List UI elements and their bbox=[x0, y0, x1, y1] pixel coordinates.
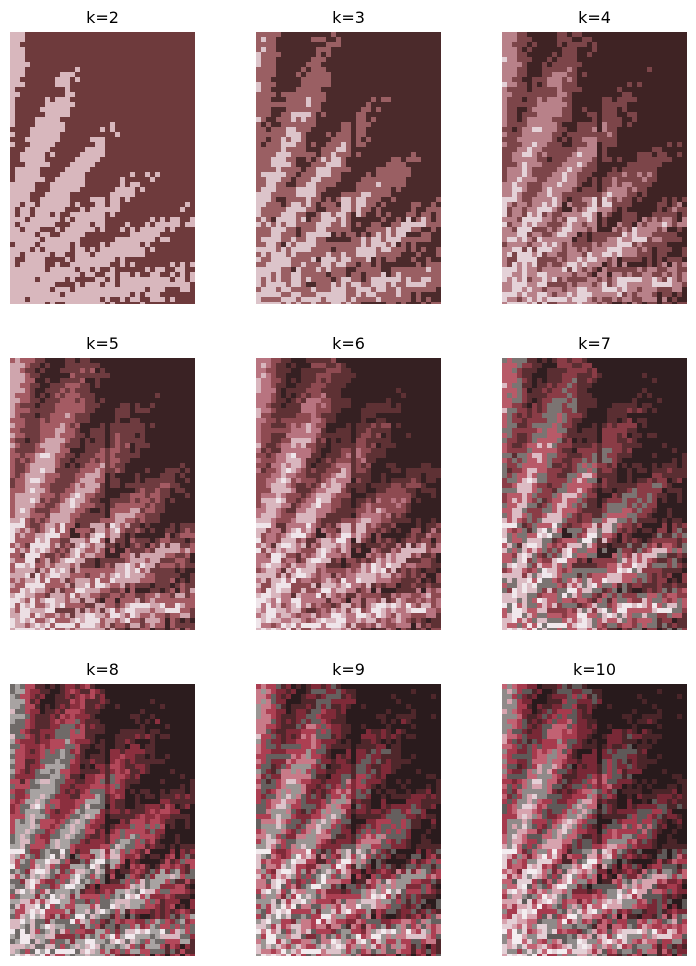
image-pixels bbox=[256, 684, 441, 956]
panel-title: k=5 bbox=[86, 334, 119, 353]
panel-title: k=6 bbox=[332, 334, 365, 353]
panel-title: k=7 bbox=[578, 334, 611, 353]
image-pixels bbox=[10, 32, 195, 304]
quantized-image bbox=[256, 358, 441, 630]
panel-title: k=2 bbox=[86, 8, 119, 27]
quantized-image bbox=[10, 684, 195, 956]
image-pixels bbox=[10, 358, 195, 630]
quantized-image bbox=[256, 32, 441, 304]
image-pixels bbox=[256, 358, 441, 630]
panel-title: k=9 bbox=[332, 660, 365, 679]
image-pixels bbox=[502, 32, 687, 304]
panel-title: k=10 bbox=[572, 660, 617, 679]
quantized-image bbox=[502, 32, 687, 304]
image-pixels bbox=[10, 684, 195, 956]
quantized-image bbox=[10, 358, 195, 630]
panel-title: k=4 bbox=[578, 8, 611, 27]
image-pixels bbox=[502, 684, 687, 956]
image-pixels bbox=[256, 32, 441, 304]
panel-title: k=8 bbox=[86, 660, 119, 679]
panel-title: k=3 bbox=[332, 8, 365, 27]
quantized-image bbox=[256, 684, 441, 956]
image-pixels bbox=[502, 358, 687, 630]
quantized-image bbox=[502, 358, 687, 630]
quantized-image bbox=[502, 684, 687, 956]
quantized-image bbox=[10, 32, 195, 304]
